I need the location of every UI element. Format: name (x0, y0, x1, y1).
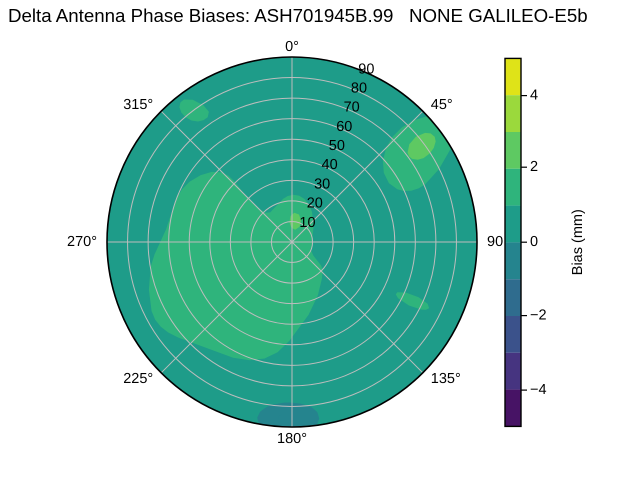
svg-text:−2: −2 (530, 308, 547, 324)
svg-text:135°: 135° (431, 371, 461, 387)
svg-text:90: 90 (358, 61, 374, 77)
svg-text:10: 10 (299, 215, 315, 231)
svg-text:50: 50 (329, 138, 345, 154)
svg-text:2: 2 (530, 159, 538, 175)
svg-text:30: 30 (314, 176, 330, 192)
svg-text:4: 4 (530, 88, 538, 104)
svg-text:180°: 180° (277, 431, 307, 447)
svg-text:45°: 45° (431, 97, 453, 113)
svg-text:0: 0 (530, 234, 538, 250)
svg-text:40: 40 (322, 157, 338, 173)
svg-text:225°: 225° (123, 371, 153, 387)
svg-text:80: 80 (351, 81, 367, 97)
svg-text:−4: −4 (530, 382, 547, 398)
svg-text:90: 90 (487, 234, 503, 250)
svg-text:70: 70 (344, 100, 360, 116)
svg-text:60: 60 (336, 119, 352, 135)
svg-text:Bias (mm): Bias (mm) (570, 209, 586, 275)
svg-text:20: 20 (307, 196, 323, 212)
svg-text:315°: 315° (123, 97, 153, 113)
svg-text:0°: 0° (285, 39, 299, 55)
svg-text:270°: 270° (67, 234, 97, 250)
